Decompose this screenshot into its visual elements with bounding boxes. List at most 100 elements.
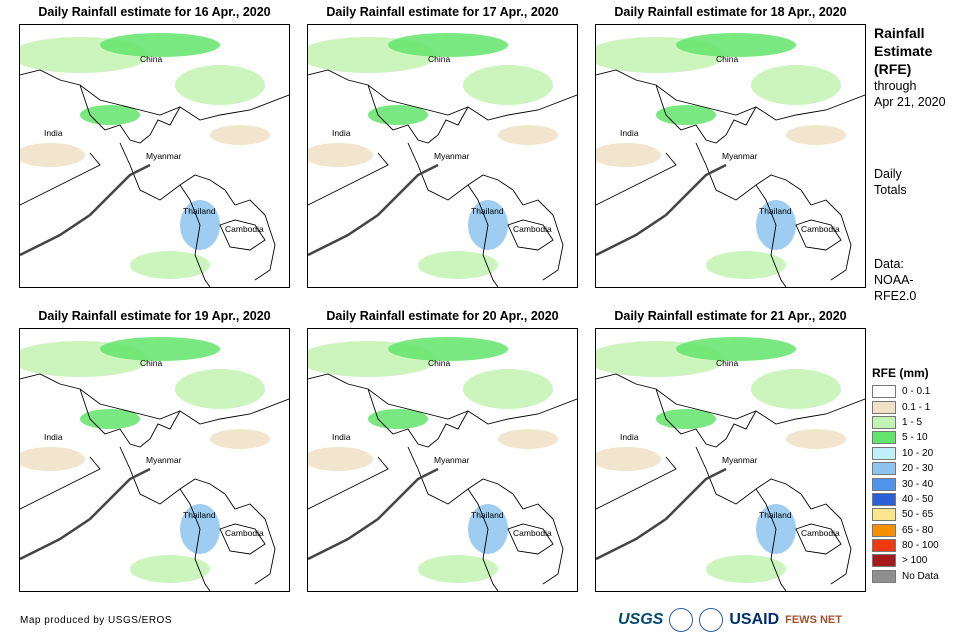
place-label-cambodia: Cambodia [225, 528, 264, 538]
legend-label: 40 - 50 [902, 493, 934, 505]
coastline [20, 163, 151, 257]
country-border [79, 84, 181, 144]
legend-label: 0.1 - 1 [902, 401, 931, 413]
country-border [179, 174, 276, 281]
data-source-line-2: RFE2.0 [874, 289, 917, 303]
place-label-cambodia: Cambodia [513, 224, 552, 234]
panel-title: Daily Rainfall estimate for 19 Apr., 202… [38, 309, 271, 323]
place-label-myanmar: Myanmar [434, 455, 470, 465]
panel-title: Daily Rainfall estimate for 18 Apr., 202… [614, 5, 847, 19]
panel-title: Daily Rainfall estimate for 17 Apr., 202… [326, 5, 559, 19]
legend-label: 20 - 30 [902, 463, 934, 475]
usaid-seal-icon [699, 608, 724, 632]
place-label-myanmar: Myanmar [434, 151, 470, 161]
country-border [20, 456, 101, 510]
legend-label: 5 - 10 [902, 432, 928, 444]
country-border [308, 152, 389, 206]
country-border [655, 84, 757, 144]
country-border [795, 523, 842, 555]
rain-area [463, 369, 553, 409]
country-border [407, 142, 499, 287]
country-border [308, 373, 577, 425]
legend-item: 0.1 - 1 [872, 399, 967, 414]
place-label-china: China [428, 54, 451, 64]
legend-swatch [872, 385, 896, 399]
rain-area [498, 429, 558, 449]
rain-area [175, 65, 265, 105]
legend-swatch [872, 539, 896, 553]
legend-swatch [872, 569, 896, 583]
place-label-india: India [332, 128, 351, 138]
legend-swatch [872, 431, 896, 445]
place-label-china: China [140, 54, 163, 64]
legend-swatch [872, 508, 896, 522]
rainfall-panel: Daily Rainfall estimate for 21 Apr., 202… [595, 309, 866, 592]
panel-title: Daily Rainfall estimate for 21 Apr., 202… [614, 309, 847, 323]
country-border [79, 388, 181, 448]
legend-label: 50 - 65 [902, 509, 934, 521]
rain-area [706, 251, 786, 279]
rain-area [308, 447, 373, 471]
country-border [407, 446, 499, 591]
map-canvas [596, 33, 865, 287]
rfe-title-line-1: Rainfall [874, 25, 925, 41]
place-label-cambodia: Cambodia [513, 528, 552, 538]
place-label-thailand: Thailand [471, 206, 504, 216]
rain-area [676, 33, 796, 57]
rain-area [175, 369, 265, 409]
country-border [308, 456, 389, 510]
place-label-china: China [716, 358, 739, 368]
place-label-cambodia: Cambodia [225, 224, 264, 234]
country-border [219, 219, 266, 251]
rfe-legend: RFE (mm) 0 - 0.1 0.1 - 1 1 - 5 5 - 10 10 - 2… [872, 366, 967, 584]
data-source-line-1: NOAA- [874, 273, 914, 287]
rain-area [100, 337, 220, 361]
place-label-india: India [620, 432, 639, 442]
place-label-china: China [140, 358, 163, 368]
country-border [308, 69, 577, 121]
country-border [755, 478, 852, 585]
place-label-india: India [332, 432, 351, 442]
country-border [119, 142, 211, 287]
rain-area [388, 33, 508, 57]
rain-area [20, 143, 85, 167]
noaa-logo-icon [669, 608, 694, 632]
rain-area [751, 369, 841, 409]
rain-area [751, 65, 841, 105]
rain-area [418, 555, 498, 583]
map-canvas [20, 337, 289, 591]
logo-strip: USGS USAID FEWS NET [618, 607, 842, 633]
country-border [367, 388, 469, 448]
legend-item: > 100 [872, 553, 967, 568]
place-label-china: China [428, 358, 451, 368]
coastline [20, 467, 151, 561]
place-label-cambodia: Cambodia [801, 528, 840, 538]
legend-label: 0 - 0.1 [902, 386, 931, 398]
legend-item: 40 - 50 [872, 492, 967, 507]
place-label-india: India [44, 128, 63, 138]
country-border [507, 219, 554, 251]
country-border [467, 174, 564, 281]
country-border [695, 142, 787, 287]
map-canvas [596, 337, 865, 591]
legend-item: No Data [872, 569, 967, 584]
country-border [596, 152, 677, 206]
place-label-myanmar: Myanmar [722, 151, 758, 161]
rainfall-panel: Daily Rainfall estimate for 19 Apr., 202… [19, 309, 290, 592]
country-border [795, 219, 842, 251]
country-border [596, 456, 677, 510]
rfe-title-block: Rainfall Estimate (RFE) through Apr 21, … [874, 24, 946, 110]
rain-area [418, 251, 498, 279]
legend-label: 1 - 5 [902, 416, 923, 428]
totals-label: Totals [874, 183, 907, 197]
country-border [20, 152, 101, 206]
place-label-thailand: Thailand [183, 510, 216, 520]
legend-title: RFE (mm) [872, 366, 929, 380]
usgs-logo: USGS [618, 611, 664, 628]
legend-item: 5 - 10 [872, 430, 967, 445]
rain-area [596, 447, 661, 471]
rainfall-panel: Daily Rainfall estimate for 18 Apr., 202… [595, 5, 866, 288]
coastline [308, 467, 439, 561]
place-label-thailand: Thailand [471, 510, 504, 520]
daily-label: Daily [874, 167, 902, 181]
